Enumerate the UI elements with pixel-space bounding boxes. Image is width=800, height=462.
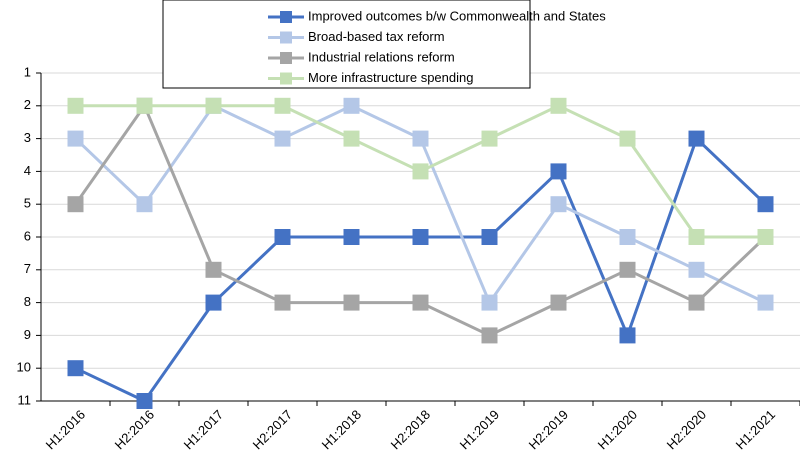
y-tick-label: 11 bbox=[18, 392, 32, 407]
data-point bbox=[412, 229, 429, 245]
data-point bbox=[619, 261, 636, 278]
legend-label: Industrial relations reform bbox=[308, 49, 455, 64]
data-point bbox=[481, 229, 498, 245]
x-tick-label: H2:2016 bbox=[112, 407, 157, 452]
data-point bbox=[136, 196, 153, 213]
x-tick-label: H2:2019 bbox=[526, 407, 571, 452]
data-point bbox=[619, 327, 636, 344]
x-tick-label: H1:2019 bbox=[457, 407, 502, 452]
data-point bbox=[136, 97, 153, 114]
data-point bbox=[274, 97, 291, 114]
data-point bbox=[550, 163, 567, 180]
y-tick-label: 8 bbox=[24, 294, 31, 309]
y-tick-label: 3 bbox=[24, 130, 31, 145]
data-point bbox=[688, 294, 705, 311]
data-point bbox=[619, 130, 636, 147]
y-tick-label: 4 bbox=[24, 163, 31, 178]
legend-marker bbox=[280, 72, 292, 85]
data-point bbox=[757, 229, 774, 245]
data-point bbox=[67, 196, 84, 213]
data-point bbox=[412, 163, 429, 180]
legend-marker bbox=[280, 11, 292, 23]
data-point bbox=[274, 130, 291, 147]
data-point bbox=[688, 130, 705, 147]
x-tick-label: H2:2020 bbox=[664, 407, 709, 452]
x-tick-label: H1:2020 bbox=[595, 407, 640, 452]
data-point bbox=[757, 294, 774, 311]
x-tick-label: H2:2017 bbox=[250, 407, 295, 452]
data-point bbox=[67, 130, 84, 147]
data-point bbox=[550, 97, 567, 114]
legend-marker bbox=[280, 52, 292, 64]
data-point bbox=[481, 327, 498, 344]
data-point bbox=[136, 393, 153, 409]
legend-marker bbox=[280, 31, 292, 44]
data-point bbox=[619, 229, 636, 245]
data-point bbox=[274, 294, 291, 311]
data-point bbox=[688, 229, 705, 245]
data-point bbox=[343, 97, 360, 114]
legend-label: More infrastructure spending bbox=[308, 70, 473, 85]
data-point bbox=[274, 229, 291, 245]
data-point bbox=[67, 97, 84, 114]
data-point bbox=[757, 196, 774, 213]
data-point bbox=[481, 130, 498, 147]
data-point bbox=[205, 294, 222, 311]
legend-label: Improved outcomes b/w Commonwealth and S… bbox=[308, 8, 606, 23]
legend-label: Broad-based tax reform bbox=[308, 29, 445, 44]
x-tick-label: H1:2021 bbox=[733, 407, 778, 452]
y-tick-label: 7 bbox=[24, 261, 31, 276]
y-tick-label: 2 bbox=[24, 97, 31, 112]
data-point bbox=[343, 294, 360, 311]
data-point bbox=[343, 130, 360, 147]
data-point bbox=[550, 196, 567, 213]
x-tick-label: H1:2016 bbox=[43, 407, 88, 452]
legend-box bbox=[162, 0, 531, 89]
data-point bbox=[205, 97, 222, 114]
data-point bbox=[205, 261, 222, 278]
data-point bbox=[688, 261, 705, 278]
y-tick-label: 10 bbox=[17, 360, 31, 375]
y-tick-label: 9 bbox=[24, 327, 31, 342]
x-tick-label: H2:2018 bbox=[388, 407, 433, 452]
data-point bbox=[412, 130, 429, 147]
y-tick-label: 5 bbox=[24, 196, 31, 211]
data-point bbox=[343, 229, 360, 245]
y-tick-label: 6 bbox=[24, 228, 31, 243]
x-tick-label: H1:2017 bbox=[181, 407, 226, 452]
data-point bbox=[550, 294, 567, 311]
x-tick-label: H1:2018 bbox=[319, 407, 364, 452]
y-tick-label: 1 bbox=[24, 64, 31, 79]
data-point bbox=[67, 360, 84, 377]
data-point bbox=[412, 294, 429, 311]
data-point bbox=[481, 294, 498, 311]
legend: Improved outcomes b/w Commonwealth and S… bbox=[162, 0, 606, 89]
